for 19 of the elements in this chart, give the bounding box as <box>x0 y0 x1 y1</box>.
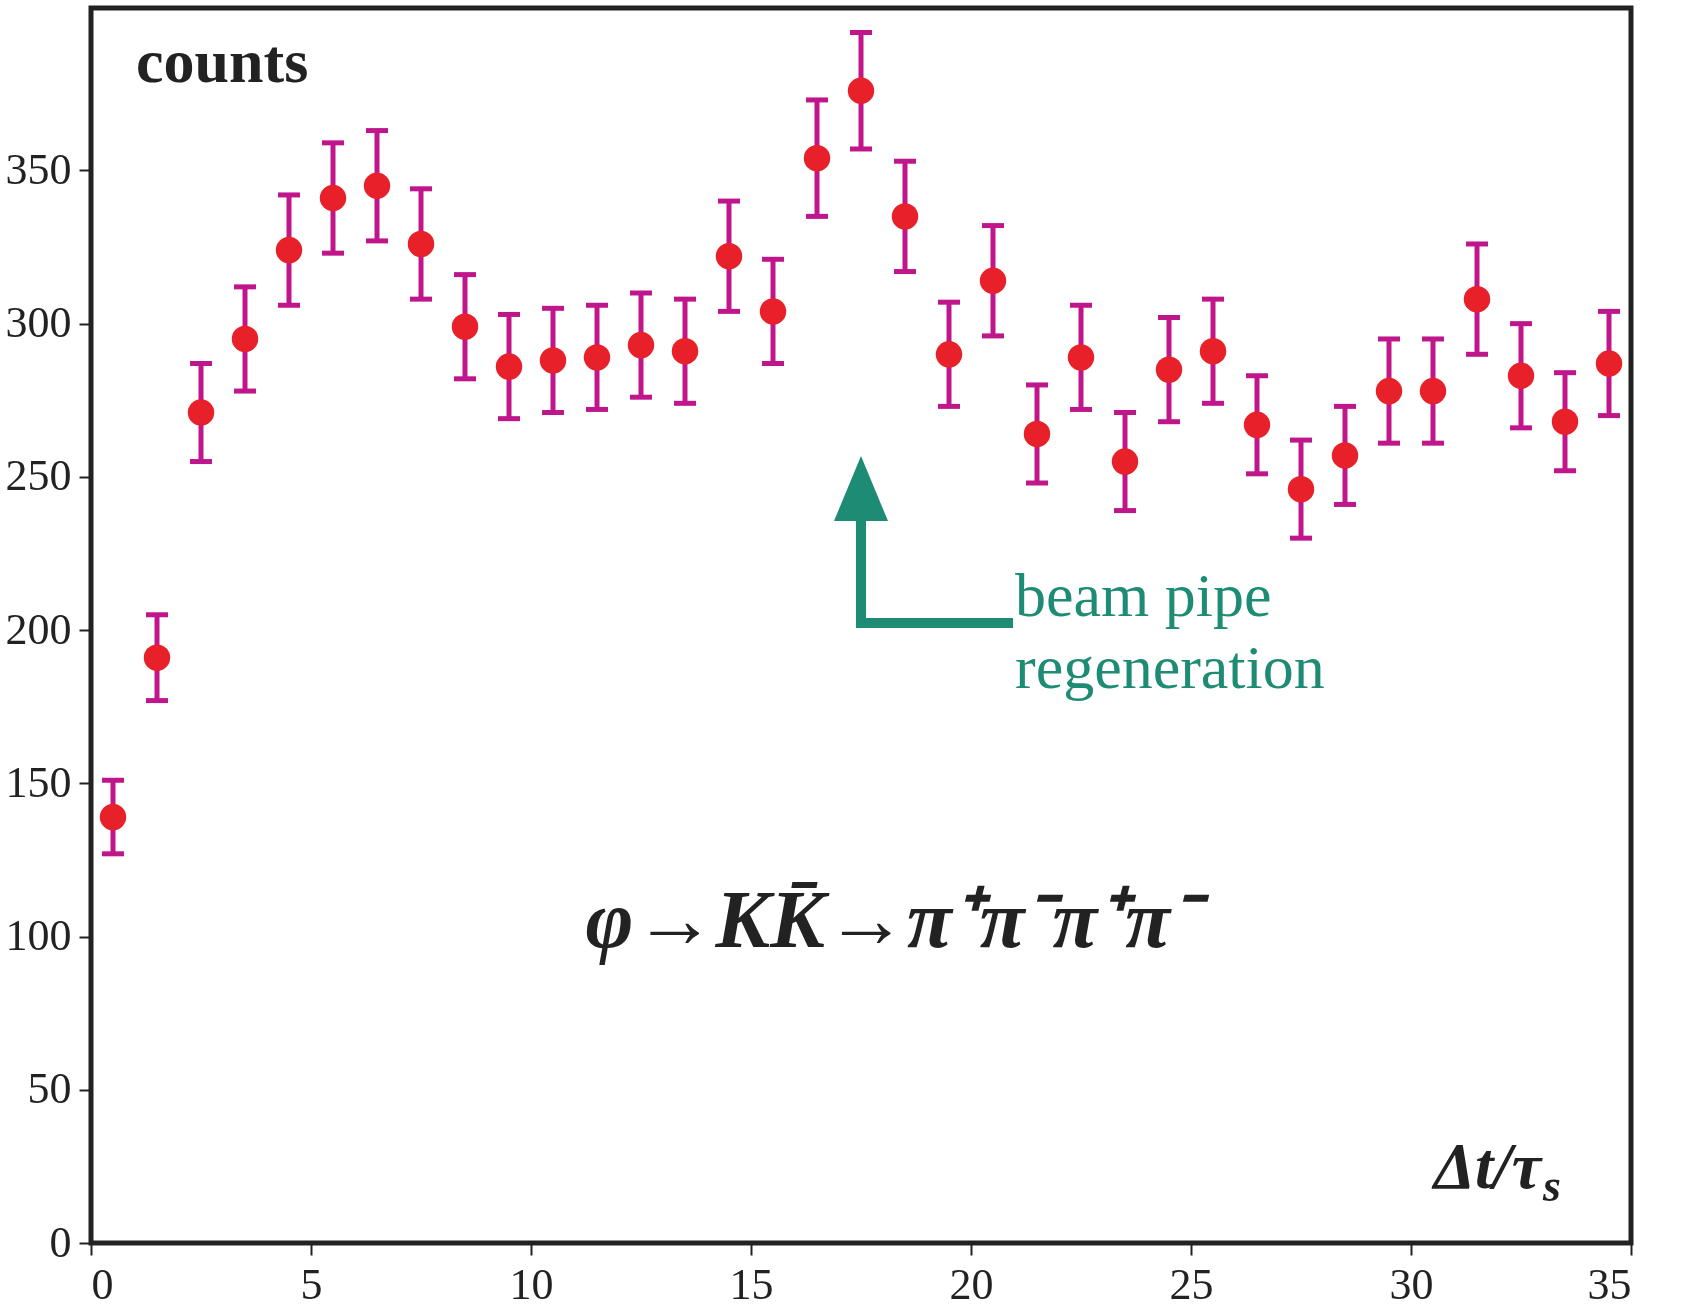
x-tick-label: 10 <box>509 1259 554 1306</box>
y-tick-label: 50 <box>27 1064 72 1114</box>
x-tick-label: 30 <box>1389 1259 1434 1306</box>
y-tick-label: 150 <box>5 757 72 807</box>
annotation: φ→KK̄→π⁺π⁻π⁺π⁻ <box>585 873 1210 965</box>
x-tick-label: 15 <box>729 1259 774 1306</box>
y-tick-label: 0 <box>49 1217 72 1267</box>
y-tick-label: 100 <box>5 911 72 961</box>
y-axis-title: counts <box>136 27 309 95</box>
y-tick-label: 300 <box>5 298 72 348</box>
y-tick-label: 250 <box>5 451 72 501</box>
x-tick-label: 35 <box>1587 1259 1632 1306</box>
y-tick-label: 350 <box>5 144 72 194</box>
x-tick-label: 25 <box>1169 1259 1214 1306</box>
x-tick-label: 20 <box>949 1259 994 1306</box>
x-tick-label: 0 <box>91 1259 114 1306</box>
annotation: beam pipe regeneration <box>1015 561 1325 701</box>
y-tick-label: 200 <box>5 604 72 654</box>
x-tick-label: 5 <box>300 1259 323 1306</box>
